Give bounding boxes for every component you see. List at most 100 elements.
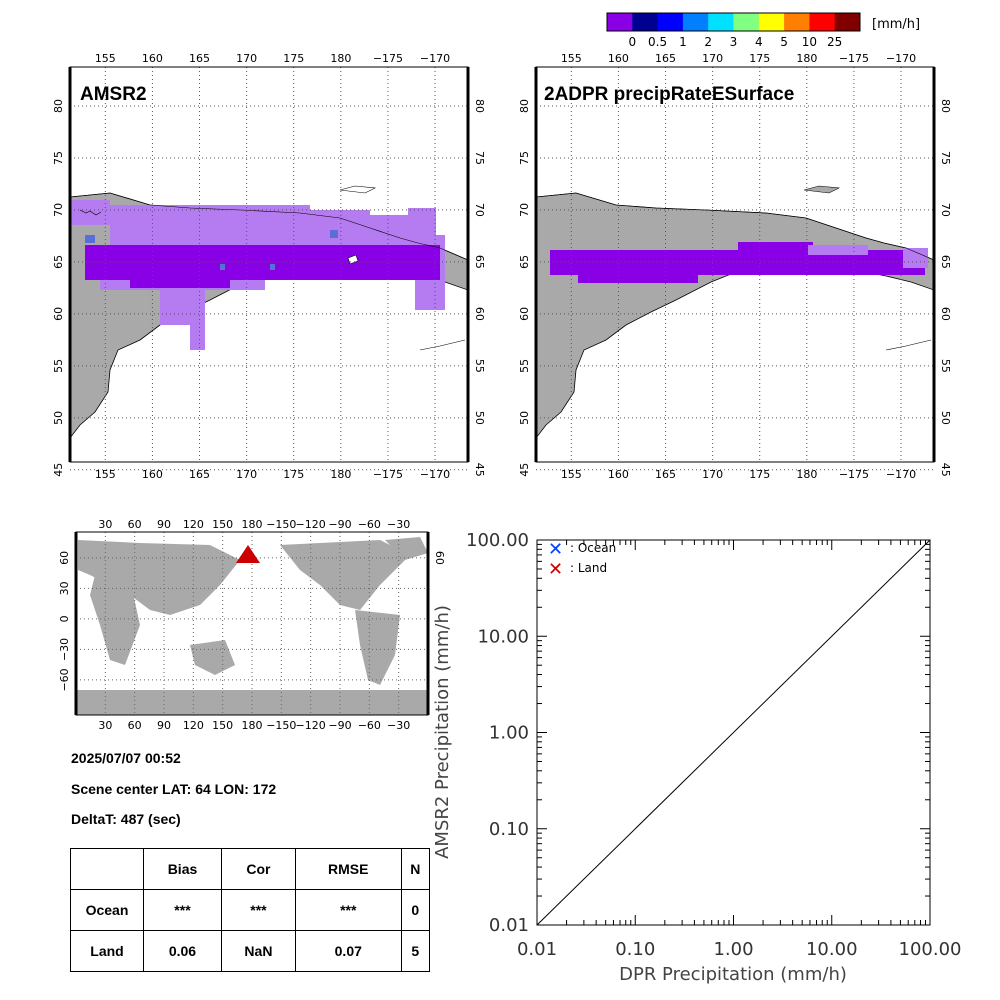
cor-value: *** [220,889,296,931]
lon-tick-bottom: 165 [189,468,210,480]
colorbar-label: 10 [802,35,817,49]
lat-tick-left: 45 [518,463,531,477]
lon-tick-bottom: −175 [839,468,869,480]
lat-tick-left: 55 [52,359,65,373]
lat-tick-left: 60 [58,551,71,565]
lat-tick-right: 65 [473,255,486,269]
lat-tick-left: 0 [58,615,71,622]
amsr2-map: 155 155 160 160 165 165 170 170 175 175 180 180 −175… [52,52,486,480]
lon-tick-top: −175 [839,52,869,65]
axis-ticks: 0.01 0.01 0.10 0.10 1.00 1.00 10.00 10.00 100.00… [466,530,961,960]
lon-tick-bottom: 30 [98,719,112,732]
lon-tick-bottom: −90 [328,719,351,732]
n-value: 5 [400,930,431,972]
table-header: Cor [220,848,296,890]
scene-location-marker [236,545,260,563]
dpr-map-title: 2ADPR precipRateESurface [544,84,794,105]
scan-datetime: 2025/07/07 00:52 [71,750,181,766]
one-to-one-line [536,539,931,926]
colorbar-swatches [607,13,861,31]
bias-value: 0.06 [143,930,222,972]
lon-tick-top: 30 [98,518,112,531]
colorbar-unit: [mm/h] [872,17,920,32]
colorbar-label: 0 [628,35,636,49]
lon-tick-top: 155 [95,52,116,65]
lon-tick-top: 90 [157,518,171,531]
n-value: 0 [400,889,431,931]
rmse-value: 0.07 [294,930,402,972]
dpr-precip-band [550,250,925,275]
colorbar-label: 1 [679,35,687,49]
lat-tick-right: 50 [473,411,486,425]
rmse-value: *** [294,889,402,931]
lat-tick-left: 60 [518,307,531,321]
colorbar-label: 5 [780,35,788,49]
scene-center: Scene center LAT: 64 LON: 172 [71,781,277,797]
lon-tick-top: −175 [373,52,403,65]
table-row: Land 0.06 NaN 0.07 5 [70,930,431,972]
legend-land-label: : Land [570,561,607,575]
colorbar-swatch [682,13,709,31]
lat-tick-right: 55 [473,359,486,373]
lat-tick-right: 75 [473,151,486,165]
x-tick-label: 100.00 [899,939,962,960]
lat-tick-left: 75 [52,151,65,165]
lon-tick-top: 120 [183,518,204,531]
land-asia [536,192,934,439]
lon-tick-top: 160 [142,52,163,65]
row-label: Land [70,930,144,972]
lon-tick-bottom: 180 [242,719,263,732]
colorbar-labels: 0 0.5 1 2 3 4 5 10 25 [628,35,842,49]
lat-tick-right: 60 [433,551,446,565]
row-label: Ocean [70,889,144,931]
colorbar-label: 0.5 [648,35,667,49]
stats-table: Bias Cor RMSE N Ocean *** *** *** 0 Land… [70,848,431,972]
map-ticks: 155 155 160 160 165 165 170 170 175 175 180 180 −175… [52,52,486,480]
lon-tick-bottom: 120 [183,719,204,732]
x-axis-label: DPR Precipitation (mm/h) [619,964,847,985]
lon-tick-bottom: 150 [212,719,233,732]
bias-value: *** [143,889,222,931]
lon-tick-top: 170 [236,52,257,65]
y-tick-label: 10.00 [477,626,529,647]
x-tick-label: 0.01 [517,939,557,960]
colorbar-swatch [632,13,659,31]
lon-tick-bottom: −60 [358,719,381,732]
cor-value: NaN [220,930,296,972]
lat-tick-right: 70 [939,203,952,217]
lat-tick-right: 55 [939,359,952,373]
world-ticks: 303060609090120120150150180180−150−150−1… [58,518,446,732]
lat-tick-right: 80 [473,99,486,113]
lon-tick-bottom: −170 [420,468,450,480]
x-tick-label: 10.00 [806,939,858,960]
colorbar-swatch [708,13,734,31]
colorbar-swatch [784,13,810,31]
colorbar-swatch [733,13,760,31]
lat-tick-left: 50 [52,411,65,425]
lon-tick-bottom: 160 [608,468,629,480]
lon-tick-top: 175 [749,52,770,65]
colorbar: 0 0.5 1 2 3 4 5 10 25 [mm/h] [606,12,920,49]
lon-tick-bottom: 155 [561,468,582,480]
lat-tick-left: 70 [52,203,65,217]
lon-tick-bottom: −175 [373,468,403,480]
lat-tick-right: 80 [939,99,952,113]
lat-tick-left: −60 [58,668,71,691]
lon-tick-top: −90 [328,518,351,531]
lon-tick-top: 160 [608,52,629,65]
table-header: N [400,848,431,890]
lat-tick-right: 60 [473,307,486,321]
lon-tick-bottom: −170 [886,468,916,480]
colorbar-swatch [657,13,684,31]
map-ticks: 155 155 160 160 165 165 170 170 175 175 180 180 −175… [518,52,952,480]
amsr2-map-title: AMSR2 [80,84,147,105]
scatter-plot: 0.01 0.01 0.10 0.10 1.00 1.00 10.00 10.00 100.00… [432,530,961,985]
lat-tick-right: 45 [473,463,486,477]
lon-tick-bottom: 60 [128,719,142,732]
colorbar-label: 3 [730,35,738,49]
lon-tick-top: 150 [212,518,233,531]
lat-tick-left: 55 [518,359,531,373]
lat-tick-right: 65 [939,255,952,269]
x-tick-label: 0.10 [615,939,655,960]
delta-time: DeltaT: 487 (sec) [71,811,181,827]
